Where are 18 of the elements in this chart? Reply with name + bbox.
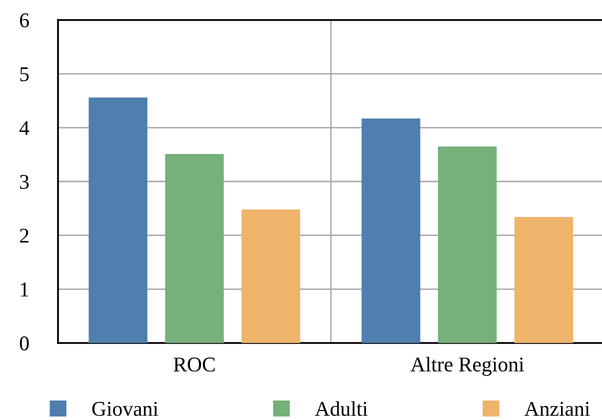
bar bbox=[438, 146, 497, 343]
y-tick-label: 1 bbox=[20, 282, 28, 296]
bar bbox=[88, 98, 148, 343]
y-tick-label: 6 bbox=[20, 13, 29, 28]
y-tick-label: 0 bbox=[20, 336, 29, 350]
y-tick-label: 4 bbox=[20, 121, 30, 135]
bar bbox=[165, 154, 224, 343]
legend-label: Adulti bbox=[314, 401, 368, 416]
bar bbox=[362, 118, 420, 343]
y-tick-label: 3 bbox=[20, 174, 29, 189]
legend-label: Anziani bbox=[524, 402, 590, 416]
y-tick-label: 2 bbox=[20, 228, 28, 243]
x-tick-label: ROC bbox=[174, 358, 215, 372]
x-tick-label: Altre Regioni bbox=[410, 356, 524, 376]
legend-label: Giovani bbox=[92, 402, 158, 416]
bar bbox=[242, 209, 300, 343]
bar bbox=[514, 217, 574, 343]
y-tick-label: 5 bbox=[20, 67, 29, 82]
